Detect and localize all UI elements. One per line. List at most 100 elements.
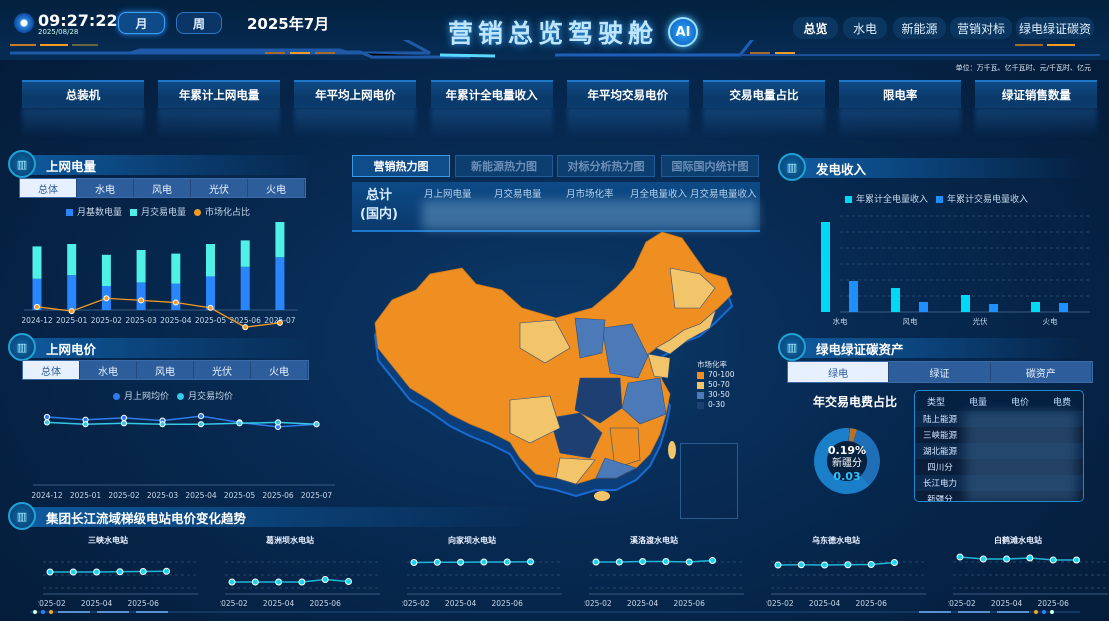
x-tick-label: 2025-05 <box>224 491 256 500</box>
x-tick-label: 2025-06 <box>492 599 524 608</box>
revenue-bar <box>961 295 970 312</box>
bar-trade <box>101 254 111 286</box>
header-decoration <box>10 40 1100 59</box>
page-title: 营销总览驾驶舱 <box>448 19 659 48</box>
station-point <box>1003 555 1011 563</box>
ratio-point <box>276 319 283 326</box>
grid-price-tabs: 总体 水电 风电 光伏 火电 <box>22 360 309 380</box>
kpi-card[interactable]: 年平均上网电价 <box>294 80 417 108</box>
section-title-text: 上网电量 <box>46 158 97 174</box>
station-point <box>228 578 236 586</box>
station-point <box>275 578 283 586</box>
ai-assistant-button[interactable]: AI <box>668 17 698 47</box>
tab-green-power[interactable]: 绿电 <box>788 362 890 382</box>
x-tick-label: 2025-02 <box>584 599 612 608</box>
section-title-text: 发电收入 <box>816 161 867 177</box>
station-chart: 2025-02 2025-04 2025-06 <box>584 557 744 608</box>
tab-benchmark-heatmap[interactable]: 对标分析热力图 <box>557 155 655 177</box>
station-point <box>116 568 124 576</box>
kpi-card[interactable]: 年累计全电量收入 <box>430 80 553 108</box>
x-tick-label: 2025-02 <box>38 599 66 608</box>
nav-tab-overview[interactable]: 总览 <box>793 17 838 39</box>
station-point <box>844 561 852 569</box>
tab-green-cert[interactable]: 绿证 <box>889 362 991 382</box>
table-header: 类型 电量 电价 电费 <box>926 397 1071 408</box>
station-point <box>956 553 964 561</box>
bar-trade <box>67 244 77 276</box>
kpi-card[interactable]: 年累计上网电量 <box>158 80 281 108</box>
kpi-card[interactable]: 总装机 <box>22 80 144 108</box>
revenue-chart: 水电 风电 光伏 火电 <box>821 215 1090 326</box>
x-tick-label: 2025-04 <box>991 599 1023 608</box>
tab-solar[interactable]: 光伏 <box>194 361 251 379</box>
station-title: 向家坝水电站 <box>448 536 496 545</box>
south-china-sea-inset <box>680 443 738 519</box>
map-legend: 市场化率 70-100 50-70 30-50 0-30 <box>697 360 735 410</box>
tab-hydro[interactable]: 水电 <box>80 361 137 379</box>
revenue-legend: 年累计全电量收入 年累计交易电量收入 <box>845 192 1028 205</box>
kpi-card[interactable]: 年平均交易电价 <box>566 80 689 108</box>
tab-overall[interactable]: 总体 <box>20 179 77 197</box>
nav-tab-green[interactable]: 绿电绿证碳资 <box>1016 17 1094 39</box>
row-type: 三峡能源 <box>922 431 957 441</box>
period-week-button[interactable]: 周 <box>176 12 222 34</box>
section-title-green: ▥ 绿电绿证碳资产 <box>778 333 1084 361</box>
x-tick-label: 2025-01 <box>56 316 88 325</box>
donut-center: 0.19% 新疆分 0.03 <box>818 444 876 483</box>
x-tick-label: 2025-06 <box>262 491 294 500</box>
station-point <box>457 558 465 566</box>
tab-thermal[interactable]: 火电 <box>251 361 308 379</box>
station-point <box>639 558 647 565</box>
kpi-value-area <box>566 108 689 138</box>
map-province <box>519 319 571 364</box>
price-point <box>197 421 205 428</box>
map-legend-item: 30-50 <box>697 390 735 400</box>
bar-base <box>240 266 250 310</box>
legend-trade: 月交易电量 <box>130 205 186 218</box>
kpi-card[interactable]: 绿证销售数量 <box>975 80 1098 108</box>
map-province <box>647 353 671 379</box>
tab-marketing-heatmap[interactable]: 营销热力图 <box>352 155 450 177</box>
nav-tab-hydro[interactable]: 水电 <box>843 17 887 39</box>
x-tick-label: 2025-06 <box>128 599 160 608</box>
x-tick-label: 2024-12 <box>21 316 53 325</box>
tab-carbon[interactable]: 碳资产 <box>990 362 1092 382</box>
kpi-value-area <box>975 108 1098 138</box>
tab-wind[interactable]: 风电 <box>134 179 191 197</box>
tab-solar[interactable]: 光伏 <box>191 179 248 197</box>
kpi-card[interactable]: 限电率 <box>839 80 962 108</box>
x-tick-label: 2025-04 <box>809 599 841 608</box>
col-month-trade-power: 月交易电量 <box>494 189 542 200</box>
tab-intl-stats[interactable]: 国际国内统计图 <box>661 155 759 177</box>
station-point <box>298 578 306 586</box>
station-line <box>596 559 713 563</box>
summary-values-blurred <box>422 200 758 230</box>
bar-trade <box>206 244 215 277</box>
station-point <box>821 561 829 569</box>
station-chart: 2025-02 2025-04 2025-06 <box>220 561 380 608</box>
station-point <box>891 559 898 566</box>
price-line <box>46 415 317 428</box>
ratio-point <box>138 297 145 304</box>
nav-tab-new-energy[interactable]: 新能源 <box>893 17 946 39</box>
kpi-card[interactable]: 交易电量占比 <box>703 80 825 108</box>
tab-wind[interactable]: 风电 <box>137 361 194 379</box>
kpi-value-area <box>158 108 281 138</box>
x-tick-label: 2025-02 <box>766 599 794 608</box>
period-month-button[interactable]: 月 <box>118 12 165 34</box>
x-tick-label: 水电 <box>833 316 848 326</box>
nav-tab-benchmark[interactable]: 营销对标 <box>950 17 1012 39</box>
tab-new-energy-heatmap[interactable]: 新能源热力图 <box>455 155 553 177</box>
station-chart: 2025-02 2025-04 2025-06 <box>766 559 926 608</box>
station-point <box>321 576 329 583</box>
building-icon: ▥ <box>8 150 36 178</box>
section-title-grid-price: ▥ 上网电价 <box>8 333 314 361</box>
legend-base: 月基数电量 <box>66 205 122 218</box>
tab-hydro[interactable]: 水电 <box>77 179 134 197</box>
tab-overall[interactable]: 总体 <box>23 361 80 379</box>
grid-price-legend: 月上网均价 月交易均价 <box>113 389 233 402</box>
station-point <box>503 558 511 566</box>
tab-thermal[interactable]: 火电 <box>248 179 305 197</box>
map-taiwan <box>668 441 676 459</box>
x-tick-label: 2025-02 <box>91 316 123 325</box>
